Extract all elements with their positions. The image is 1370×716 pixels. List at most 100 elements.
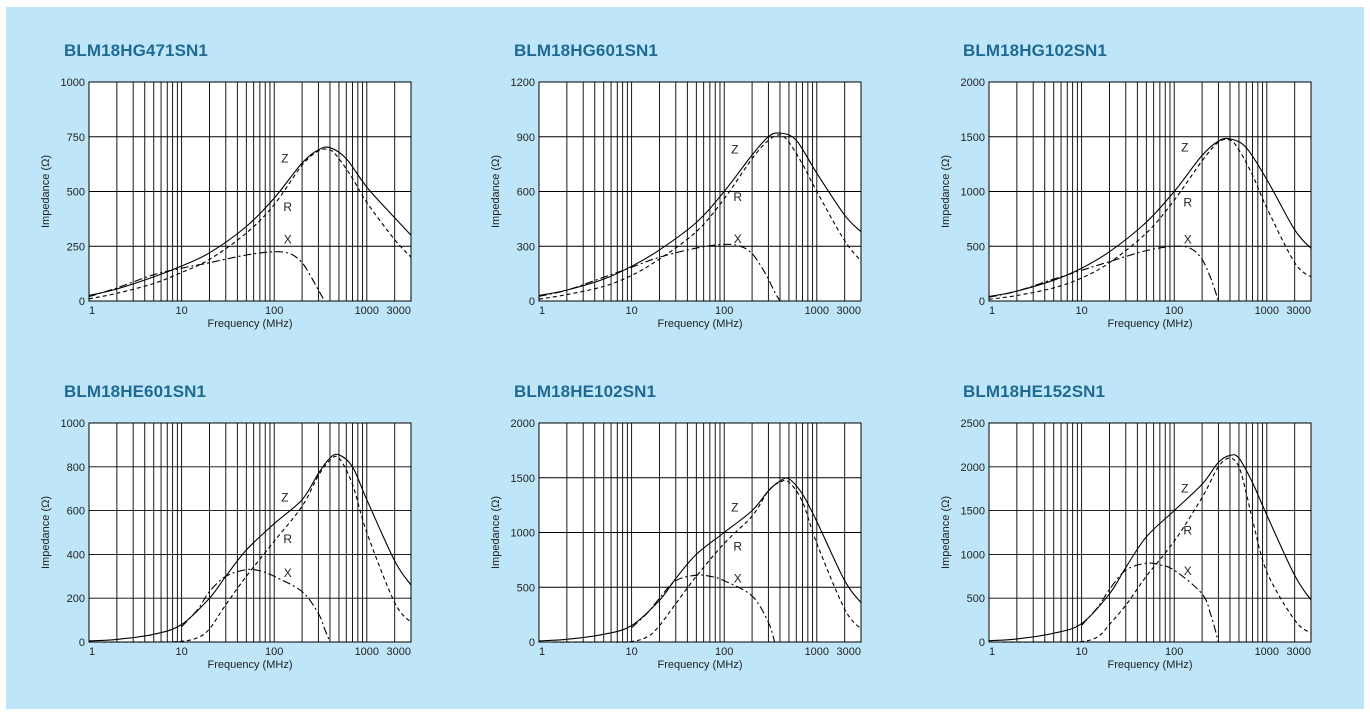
series-line-z bbox=[538, 132, 862, 297]
y-tick-label: 0 bbox=[79, 637, 85, 649]
curve-label: X bbox=[1184, 233, 1192, 247]
x-axis-label: Frequency (MHz) bbox=[1108, 318, 1193, 330]
x-tick-label: 3000 bbox=[837, 646, 861, 658]
y-axis-label: Impedance (Ω) bbox=[490, 496, 502, 569]
impedance-chart: 0 500 1000 1500 2000 1 10 100 1000 3000 Frequency … bbox=[490, 418, 862, 671]
series-line-r bbox=[538, 479, 862, 643]
chart-title: BLM18HE152SN1 bbox=[963, 382, 1106, 401]
chart-title: BLM18HG102SN1 bbox=[963, 41, 1107, 60]
plot-border bbox=[88, 81, 412, 302]
y-tick-label: 2000 bbox=[961, 462, 985, 474]
x-tick-label: 1000 bbox=[1255, 646, 1279, 658]
y-tick-label: 500 bbox=[967, 593, 985, 605]
impedance-chart: 0 500 1000 1500 2000 2500 1 10 100 1000 3000 Freque… bbox=[940, 418, 1312, 671]
series-line-z bbox=[988, 454, 1312, 642]
y-tick-label: 500 bbox=[67, 187, 85, 199]
series-line-r bbox=[88, 455, 412, 643]
y-tick-label: 1000 bbox=[961, 187, 985, 199]
y-tick-label: 2500 bbox=[961, 418, 985, 430]
y-tick-label: 400 bbox=[67, 549, 85, 561]
curve-label: R bbox=[733, 190, 742, 204]
x-axis-label: Frequency (MHz) bbox=[208, 318, 293, 330]
x-tick-label: 10 bbox=[625, 646, 637, 658]
curve-label: Z bbox=[1181, 482, 1188, 496]
curve-label: R bbox=[1183, 195, 1192, 209]
impedance-chart: 0 300 600 900 1200 1 10 100 1000 3000 Frequency (M… bbox=[490, 77, 862, 330]
plot-border bbox=[988, 422, 1312, 643]
x-axis-label: Frequency (MHz) bbox=[1108, 659, 1193, 671]
curve-label: R bbox=[283, 200, 292, 214]
x-tick-label: 10 bbox=[1075, 646, 1087, 658]
y-tick-label: 1200 bbox=[511, 77, 535, 89]
x-tick-label: 1000 bbox=[805, 646, 829, 658]
plot-border bbox=[988, 81, 1312, 302]
y-tick-label: 600 bbox=[67, 506, 85, 518]
curve-label: X bbox=[1184, 564, 1192, 578]
curve-label: R bbox=[283, 532, 292, 546]
series-line-x bbox=[988, 245, 1219, 302]
x-tick-label: 100 bbox=[265, 305, 283, 317]
x-tick-label: 10 bbox=[625, 305, 637, 317]
x-tick-label: 1 bbox=[539, 305, 545, 317]
curve-label: Z bbox=[1181, 141, 1188, 155]
curve-label: Z bbox=[731, 500, 738, 514]
curve-label: Z bbox=[281, 152, 288, 166]
y-tick-label: 250 bbox=[67, 241, 85, 253]
series-line-z bbox=[988, 137, 1312, 298]
y-axis-label: Impedance (Ω) bbox=[940, 155, 952, 228]
chart-title: BLM18HG601SN1 bbox=[514, 41, 658, 60]
y-tick-label: 300 bbox=[517, 241, 535, 253]
x-tick-label: 100 bbox=[715, 305, 733, 317]
x-tick-label: 3000 bbox=[387, 646, 411, 658]
chart-title: BLM18HE102SN1 bbox=[514, 382, 657, 401]
x-tick-label: 100 bbox=[1165, 305, 1183, 317]
curve-label: X bbox=[734, 232, 742, 246]
x-tick-label: 1000 bbox=[805, 305, 829, 317]
y-tick-label: 0 bbox=[979, 296, 985, 308]
y-axis-label: Impedance (Ω) bbox=[40, 155, 52, 228]
series-line-x bbox=[181, 568, 331, 643]
series-line-z bbox=[538, 477, 862, 642]
y-tick-label: 750 bbox=[67, 132, 85, 144]
y-tick-label: 2000 bbox=[511, 418, 535, 430]
y-tick-label: 1500 bbox=[961, 506, 985, 518]
y-tick-label: 900 bbox=[517, 132, 535, 144]
x-tick-label: 100 bbox=[1165, 646, 1183, 658]
y-tick-label: 1000 bbox=[61, 77, 85, 89]
y-tick-label: 0 bbox=[979, 637, 985, 649]
y-axis-label: Impedance (Ω) bbox=[490, 155, 502, 228]
chart-title: BLM18HG471SN1 bbox=[64, 41, 208, 60]
plot-border bbox=[88, 422, 412, 643]
series-line-r bbox=[988, 457, 1312, 643]
x-tick-label: 10 bbox=[175, 646, 187, 658]
curve-label: X bbox=[284, 566, 292, 580]
x-tick-label: 3000 bbox=[387, 305, 411, 317]
series-line-x bbox=[88, 251, 326, 302]
series-line-x bbox=[538, 243, 781, 302]
curve-label: R bbox=[1183, 524, 1192, 538]
series-line-z bbox=[88, 146, 412, 297]
y-axis-label: Impedance (Ω) bbox=[940, 496, 952, 569]
series-line-x bbox=[631, 574, 776, 643]
y-tick-label: 1000 bbox=[61, 418, 85, 430]
impedance-chart: 0 500 1000 1500 2000 1 10 100 1000 3000 Frequency … bbox=[940, 77, 1312, 330]
x-tick-label: 1 bbox=[539, 646, 545, 658]
plot-area bbox=[89, 423, 411, 642]
impedance-chart: 0 250 500 750 1000 1 10 100 1000 3000 Frequency (M… bbox=[40, 77, 412, 330]
plot-border bbox=[538, 81, 862, 302]
x-axis-label: Frequency (MHz) bbox=[658, 318, 743, 330]
x-tick-label: 1000 bbox=[355, 646, 379, 658]
y-tick-label: 200 bbox=[67, 593, 85, 605]
y-tick-label: 500 bbox=[967, 241, 985, 253]
x-tick-label: 10 bbox=[175, 305, 187, 317]
y-tick-label: 1000 bbox=[961, 549, 985, 561]
x-tick-label: 100 bbox=[715, 646, 733, 658]
y-tick-label: 800 bbox=[67, 462, 85, 474]
series-line-x bbox=[1081, 562, 1219, 643]
y-tick-label: 0 bbox=[529, 637, 535, 649]
x-tick-label: 3000 bbox=[837, 305, 861, 317]
y-tick-label: 0 bbox=[79, 296, 85, 308]
series-line-r bbox=[88, 148, 412, 300]
x-tick-label: 1000 bbox=[1255, 305, 1279, 317]
x-tick-label: 100 bbox=[265, 646, 283, 658]
